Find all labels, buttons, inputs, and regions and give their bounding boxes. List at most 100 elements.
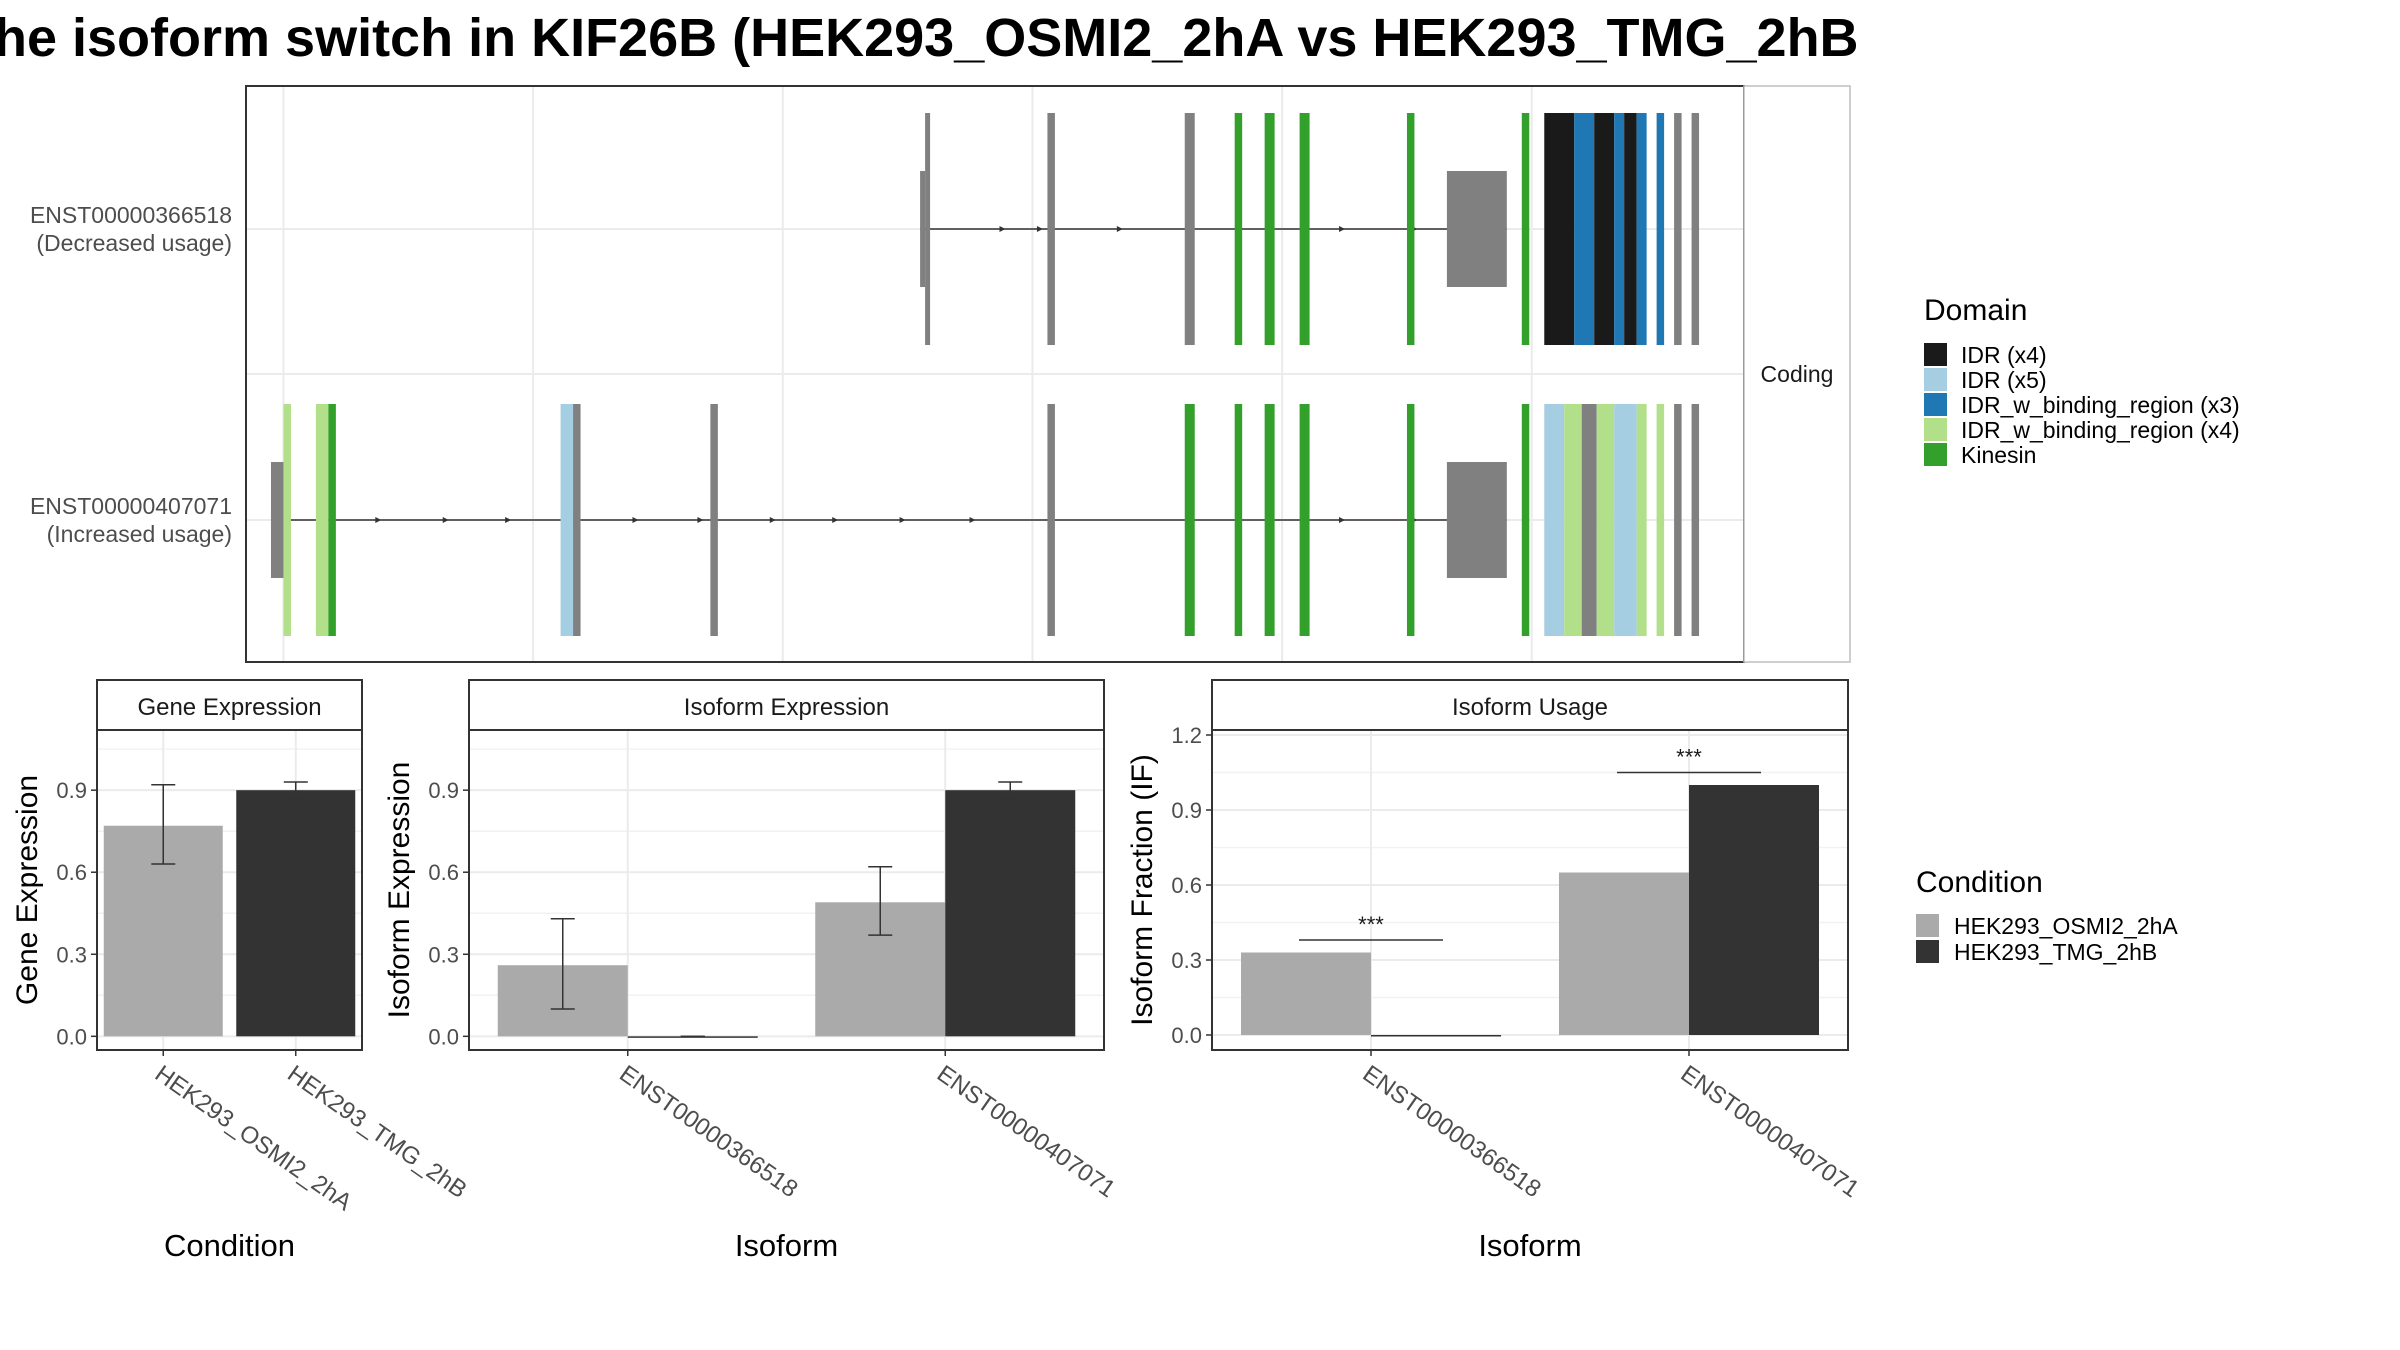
- strand-arrow: [1116, 226, 1123, 232]
- exon-idr_w_binding_x3: [1636, 113, 1647, 345]
- exon-exon: [573, 404, 581, 636]
- strand-arrow: [769, 517, 776, 523]
- x-tick-label: ENST00000366518: [1358, 1060, 1546, 1203]
- significance-label: ***: [1676, 745, 1702, 770]
- exon-exon: [925, 113, 931, 345]
- transcript-label-id: ENST00000407071: [30, 493, 232, 519]
- y-axis-title: Gene Expression: [11, 775, 44, 1005]
- condition-legend-label: HEK293_TMG_2hB: [1954, 939, 2157, 965]
- domain-legend-swatch: [1924, 343, 1947, 366]
- exon-exon: [1691, 404, 1700, 636]
- strand-arrow: [442, 517, 449, 523]
- transcript-ENST00000366518: [920, 113, 1700, 345]
- exon-exon: [1691, 113, 1700, 345]
- exon-exon: [1047, 113, 1055, 345]
- strand-arrow: [999, 226, 1006, 232]
- condition-legend-label: HEK293_OSMI2_2hA: [1954, 913, 2178, 939]
- y-tick-label: 0.9: [1171, 798, 1202, 823]
- strand-arrow: [899, 517, 906, 523]
- exon-kinesin: [1406, 113, 1415, 345]
- exon-idr: [1544, 113, 1575, 345]
- exon-idr: [1624, 113, 1637, 345]
- strand-arrow: [1036, 226, 1043, 232]
- y-tick-label: 0.3: [1171, 948, 1202, 973]
- domain-legend-label: IDR (x5): [1961, 367, 2047, 393]
- x-tick-label: ENST00000407071: [932, 1060, 1120, 1203]
- y-tick-label: 1.2: [1171, 723, 1202, 748]
- strand-arrow: [1339, 517, 1346, 523]
- utr3-block: [1446, 462, 1507, 578]
- domain-legend-swatch: [1924, 393, 1947, 416]
- exon-exon: [1581, 404, 1597, 636]
- exon-idr: [1594, 113, 1615, 345]
- facet-strip: [96, 679, 363, 731]
- exon-exon: [710, 404, 718, 636]
- facet-strip-coding: [1743, 85, 1851, 663]
- exon-idr_w_binding_x4: [1656, 404, 1665, 636]
- domain-legend-swatch: [1924, 443, 1947, 466]
- domain-legend-label: IDR (x4): [1961, 342, 2047, 368]
- significance-label: ***: [1358, 912, 1384, 937]
- utr3-block: [1446, 171, 1507, 287]
- exon-idr_w_binding_x4: [283, 404, 291, 636]
- exon-kinesin: [1264, 404, 1275, 636]
- exon-kinesin: [1521, 404, 1530, 636]
- exon-idr_w_binding_x4: [315, 404, 329, 636]
- figure-title: he isoform switch in KIF26B (HEK293_OSMI…: [0, 8, 1859, 68]
- domain-legend-title: Domain: [1924, 294, 2027, 327]
- condition-legend-swatch: [1916, 940, 1939, 963]
- chart-title: Gene Expression: [137, 694, 321, 721]
- bar-HEK293_TMG_2hB: [236, 790, 356, 1037]
- condition-legend-title: Condition: [1916, 866, 2043, 899]
- exon-idr_w_binding_x4: [1636, 404, 1647, 636]
- x-axis-title: Isoform: [1478, 1228, 1581, 1263]
- chart-title: Isoform Expression: [684, 694, 889, 721]
- y-tick-label: 0.3: [56, 942, 87, 967]
- bar-HEK293_TMG_2hB: [945, 790, 1076, 1037]
- exon-idr_x5: [1544, 404, 1565, 636]
- chart-title: Isoform Usage: [1452, 694, 1608, 721]
- y-tick-label: 0.0: [428, 1024, 459, 1049]
- strand-arrow: [1339, 226, 1346, 232]
- exon-exon: [1047, 404, 1055, 636]
- exon-idr_x5: [1614, 404, 1637, 636]
- transcript-ENST00000407071: [270, 404, 1700, 636]
- y-tick-label: 0.6: [56, 860, 87, 885]
- exon-idr_w_binding_x4: [1564, 404, 1582, 636]
- bar-HEK293_TMG_2hB: [1689, 785, 1819, 1035]
- exon-kinesin: [1299, 404, 1310, 636]
- exon-kinesin: [1234, 113, 1243, 345]
- x-tick-label: ENST00000407071: [1676, 1060, 1864, 1203]
- x-axis-title: Isoform: [735, 1228, 838, 1263]
- transcript-label-usage: (Decreased usage): [36, 230, 232, 256]
- domain-legend-swatch: [1924, 368, 1947, 391]
- exon-idr_w_binding_x3: [1614, 113, 1625, 345]
- strand-arrow: [832, 517, 839, 523]
- y-tick-label: 0.0: [56, 1024, 87, 1049]
- exon-idr_w_binding_x3: [1656, 113, 1665, 345]
- exon-idr_w_binding_x3: [1574, 113, 1595, 345]
- y-tick-label: 0.6: [428, 860, 459, 885]
- bar-HEK293_TMG_2hB: [1371, 1035, 1501, 1037]
- x-tick-label: ENST00000366518: [614, 1060, 802, 1203]
- y-axis-title: Isoform Fraction (IF): [1126, 754, 1159, 1026]
- y-tick-label: 0.9: [428, 778, 459, 803]
- y-tick-label: 0.0: [1171, 1023, 1202, 1048]
- transcript-label-usage: (Increased usage): [47, 521, 232, 547]
- y-tick-label: 0.9: [56, 778, 87, 803]
- exon-idr_w_binding_x4: [1596, 404, 1615, 636]
- exon-kinesin: [1299, 113, 1310, 345]
- facet-strip: [468, 679, 1105, 731]
- y-axis-title: Isoform Expression: [383, 762, 416, 1019]
- exon-kinesin: [1264, 113, 1275, 345]
- facet-strip-label: Coding: [1761, 361, 1834, 387]
- transcript-label-id: ENST00000366518: [30, 202, 232, 228]
- facet-strip: [1211, 679, 1849, 731]
- x-axis-title: Condition: [164, 1228, 295, 1263]
- exon-exon: [1674, 404, 1682, 636]
- domain-legend-swatch: [1924, 418, 1947, 441]
- y-tick-label: 0.6: [1171, 873, 1202, 898]
